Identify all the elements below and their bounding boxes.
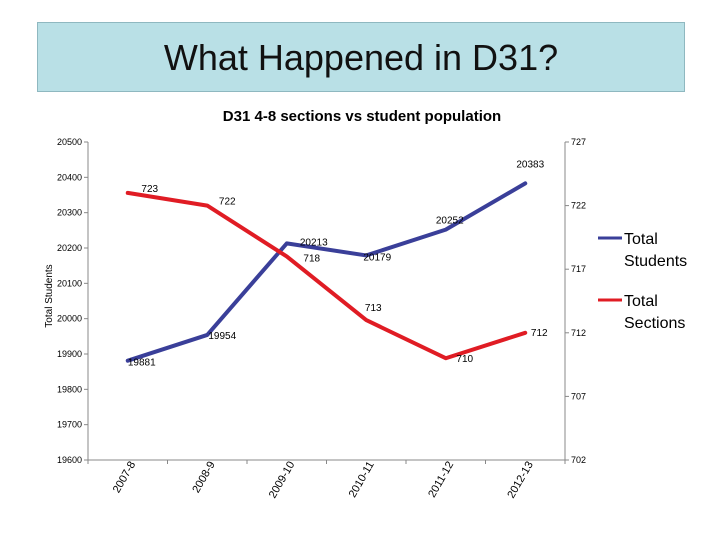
data-label: 722 xyxy=(219,197,236,208)
left-tick-label: 19600 xyxy=(57,455,82,465)
right-tick-label: 707 xyxy=(571,391,586,401)
data-label: 19881 xyxy=(128,358,156,369)
data-label: 718 xyxy=(303,253,320,264)
right-tick-label: 727 xyxy=(571,137,586,147)
legend-label: Total Students xyxy=(624,231,687,270)
data-label: 19954 xyxy=(208,331,236,342)
left-tick-label: 20400 xyxy=(57,172,82,182)
series-line xyxy=(125,190,528,361)
y-axis-label: Total Students xyxy=(44,264,55,327)
left-tick-label: 19800 xyxy=(57,384,82,394)
data-label: 20252 xyxy=(436,216,464,227)
x-tick-label: 2011-12 xyxy=(426,460,456,500)
chart-title: D31 4-8 sections vs student population xyxy=(223,108,501,125)
right-tick-label: 722 xyxy=(571,201,586,211)
x-tick-label: 2012-13 xyxy=(505,460,536,501)
x-tick-label: 2007-8 xyxy=(111,460,139,496)
series-layer: 19881 19954 20213 20179 20252 20383 723 722 718 7… xyxy=(125,159,548,369)
series-line xyxy=(125,181,528,363)
left-tick-label: 20000 xyxy=(57,314,82,324)
data-label: 723 xyxy=(141,184,158,195)
data-label: 20383 xyxy=(516,159,544,170)
data-label: 713 xyxy=(365,303,382,314)
left-tick-label: 20300 xyxy=(57,208,82,218)
left-tick-label: 20200 xyxy=(57,243,82,253)
legend: Total Students Total Sections xyxy=(598,231,687,332)
x-tick-label: 2010-11 xyxy=(347,460,377,500)
right-tick-label: 702 xyxy=(571,455,586,465)
legend-label: Total Sections xyxy=(624,293,685,332)
data-label: 20213 xyxy=(300,237,328,248)
x-tick-label: 2008-9 xyxy=(190,460,218,496)
data-label: 20179 xyxy=(363,252,391,263)
right-tick-label: 717 xyxy=(571,264,586,274)
left-tick-label: 19900 xyxy=(57,349,82,359)
title-box: What Happened in D31? xyxy=(37,22,685,92)
right-tick-label: 712 xyxy=(571,328,586,338)
left-tick-label: 20500 xyxy=(57,137,82,147)
left-tick-label: 20100 xyxy=(57,278,82,288)
slide-title: What Happened in D31? xyxy=(163,37,559,78)
data-label: 712 xyxy=(531,328,548,339)
data-label: 710 xyxy=(456,354,473,365)
left-tick-label: 19700 xyxy=(57,420,82,430)
x-tick-label: 2009-10 xyxy=(267,460,298,501)
axes: 19600 19700 19800 19900 20000 20100 20200 20300… xyxy=(57,137,586,500)
